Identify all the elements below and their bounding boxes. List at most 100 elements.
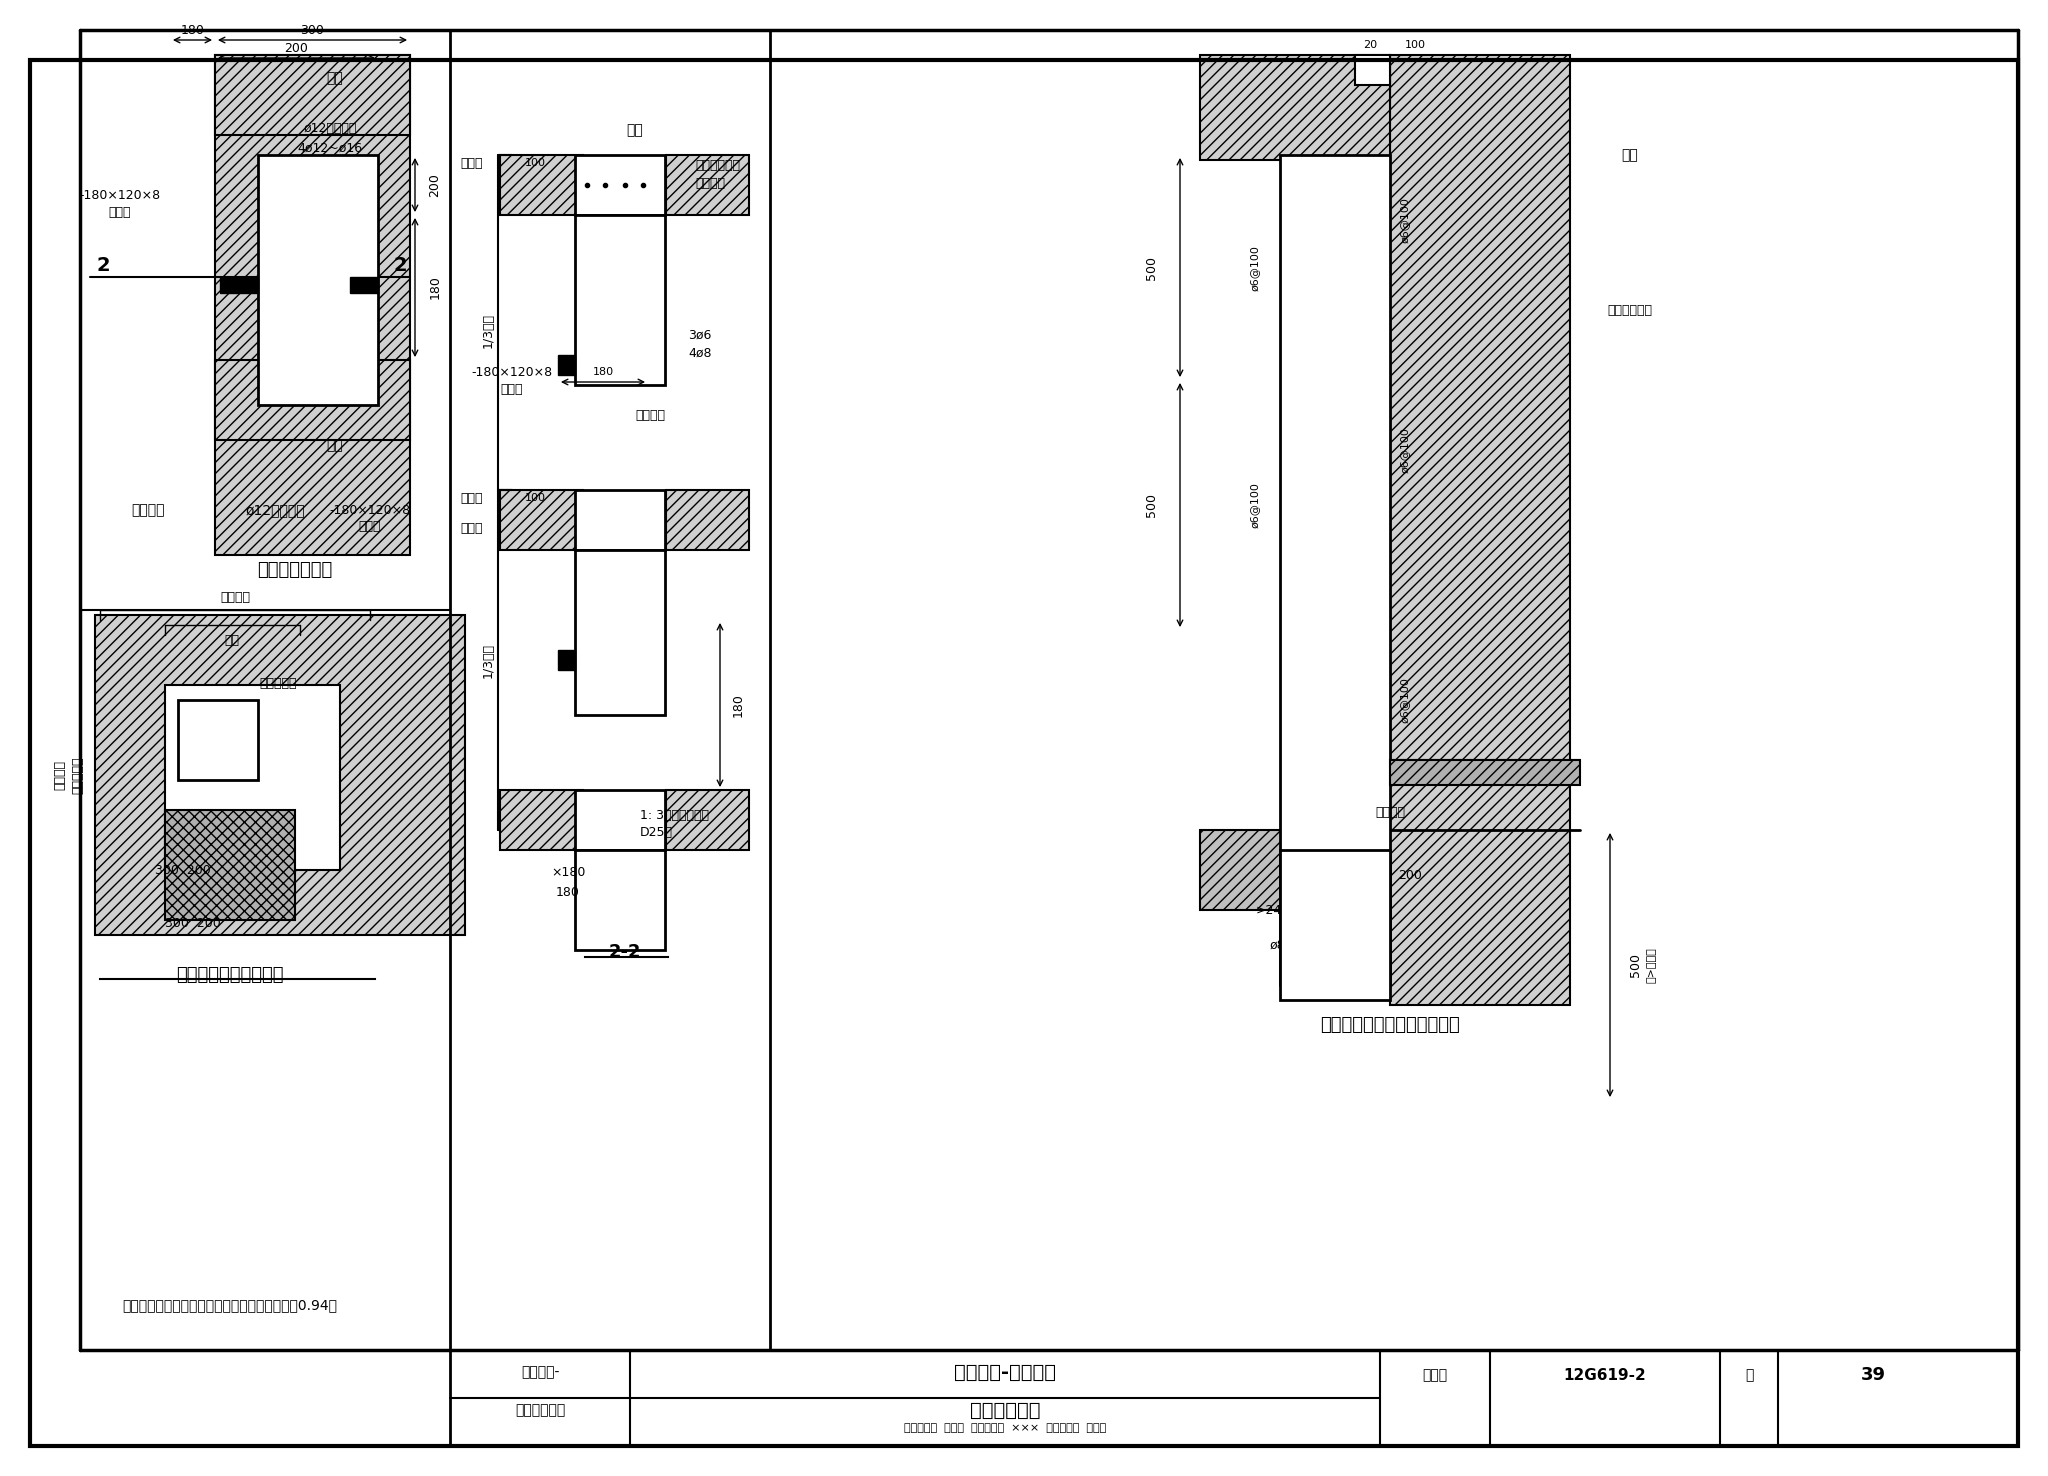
Bar [219, 277, 258, 294]
Bar [166, 810, 295, 920]
Text: 外加圈梁-混凝土柱: 外加圈梁-混凝土柱 [954, 1362, 1057, 1382]
Text: 1/3层高: 1/3层高 [481, 313, 494, 347]
Text: 梁板底: 梁板底 [461, 156, 483, 170]
Text: 纵筋搭接位置: 纵筋搭接位置 [1608, 304, 1653, 316]
Text: 钢垫板: 钢垫板 [109, 205, 131, 218]
Text: 100: 100 [524, 493, 545, 503]
Text: D25孔: D25孔 [641, 825, 674, 838]
Text: 页: 页 [1745, 1368, 1753, 1382]
Text: 180: 180 [557, 886, 580, 899]
Text: -180×120×8: -180×120×8 [471, 366, 553, 378]
Text: ø6@100: ø6@100 [1401, 677, 1409, 723]
Text: 圈梁: 圈梁 [1622, 148, 1638, 162]
Bar [451, 1351, 2017, 1446]
Bar [666, 790, 750, 850]
Text: 阴角外加柱基础平面图: 阴角外加柱基础平面图 [176, 965, 285, 984]
Bar [178, 700, 258, 779]
Bar [557, 356, 575, 375]
Text: 此根取消: 此根取消 [694, 177, 725, 189]
Text: 图集号: 图集号 [1423, 1368, 1448, 1382]
Text: 原基础宽: 原基础宽 [53, 760, 66, 790]
Text: 室外地坪: 室外地坪 [1374, 806, 1405, 819]
Bar [557, 649, 575, 670]
Text: 原基础宽: 原基础宽 [219, 590, 250, 604]
Text: 钢垫板: 钢垫板 [358, 520, 381, 533]
Text: 有贯通拉杆时: 有贯通拉杆时 [694, 158, 739, 171]
Text: 混凝土柱加固: 混凝土柱加固 [514, 1404, 565, 1417]
Text: 100: 100 [524, 158, 545, 168]
Text: 墙厚及柱宽: 墙厚及柱宽 [72, 756, 84, 794]
Text: 楼板底: 楼板底 [461, 492, 483, 505]
Text: 500: 500 [1628, 953, 1642, 977]
Text: 3ø6: 3ø6 [688, 329, 713, 341]
Text: -180×120×8: -180×120×8 [80, 189, 160, 202]
Text: 墙厚: 墙厚 [225, 633, 240, 646]
Text: ø6@100: ø6@100 [1360, 937, 1370, 983]
Bar [215, 55, 410, 134]
Bar [215, 55, 410, 555]
Bar [166, 685, 340, 869]
Text: 圈梁: 圈梁 [627, 123, 643, 137]
Text: 楼板面: 楼板面 [461, 521, 483, 534]
Text: 2: 2 [393, 255, 408, 275]
Text: 圈梁: 圈梁 [326, 438, 344, 452]
Text: ø6@100: ø6@100 [1401, 427, 1409, 472]
Text: 外加圈梁-: 外加圈梁- [520, 1365, 559, 1379]
Bar [575, 551, 666, 714]
Bar [1280, 850, 1391, 1001]
Text: ø8@200: ø8@200 [1270, 939, 1321, 952]
Text: 钢垫板: 钢垫板 [502, 382, 522, 396]
Bar [500, 155, 584, 215]
Text: 100: 100 [1405, 40, 1425, 50]
Text: 6ø8: 6ø8 [1309, 868, 1331, 881]
Text: ø6@100: ø6@100 [1249, 245, 1260, 291]
Text: 混凝土键: 混凝土键 [635, 409, 666, 422]
Text: 180: 180 [428, 276, 442, 300]
Text: 180: 180 [180, 24, 205, 37]
Text: 12G619-2: 12G619-2 [1563, 1367, 1647, 1383]
Bar [1280, 155, 1391, 984]
Text: ø12拉结钢箍: ø12拉结钢箍 [303, 121, 356, 134]
Text: 外加柱底部做法及箍筋加密图: 外加柱底部做法及箍筋加密图 [1321, 1015, 1460, 1035]
Text: 4ø12~ø16: 4ø12~ø16 [297, 142, 362, 155]
Text: 180: 180 [731, 694, 745, 717]
Text: 混凝土键: 混凝土键 [131, 503, 164, 517]
Bar [350, 277, 379, 294]
Text: 200: 200 [428, 173, 442, 196]
Text: 2: 2 [96, 255, 111, 275]
Text: ø12拉结钢筋: ø12拉结钢筋 [246, 503, 305, 517]
Bar [1391, 55, 1571, 1005]
Text: 室内地坪: 室内地坪 [1544, 763, 1575, 776]
Text: 2-2: 2-2 [608, 943, 641, 961]
Text: 39: 39 [1860, 1365, 1886, 1384]
Bar [500, 490, 584, 551]
Text: >240: >240 [1255, 903, 1290, 917]
Text: 桩连柱基础: 桩连柱基础 [260, 676, 297, 689]
Text: 注：外加柱基础回填土需要夯实，密实度不小于0.94。: 注：外加柱基础回填土需要夯实，密实度不小于0.94。 [123, 1297, 338, 1312]
Text: 200: 200 [1399, 868, 1421, 881]
Text: 500: 500 [1145, 255, 1159, 279]
Bar [575, 850, 666, 951]
Text: ø6@100: ø6@100 [1360, 862, 1370, 908]
Text: 审核胡孔国  明如何  校对汪训流  ×××  设计刘玲利  刘约利: 审核胡孔国 明如何 校对汪训流 ××× 设计刘玲利 刘约利 [903, 1423, 1106, 1433]
Bar [575, 490, 666, 551]
Text: 180: 180 [592, 368, 614, 376]
Text: 加固节点详图: 加固节点详图 [971, 1401, 1040, 1420]
Text: 1/3层高: 1/3层高 [481, 642, 494, 677]
Text: 300: 300 [301, 24, 324, 37]
Text: 500: 500 [1145, 493, 1159, 517]
Text: -180×120×8: -180×120×8 [330, 503, 410, 517]
Bar [575, 790, 666, 850]
Bar [215, 360, 410, 440]
Text: 且>某柱宽: 且>某柱宽 [1647, 948, 1657, 983]
Bar [94, 615, 465, 934]
Text: ø6@100: ø6@100 [1249, 483, 1260, 528]
Text: 4ø8: 4ø8 [688, 347, 713, 360]
Text: ×180: ×180 [551, 865, 586, 878]
Text: 300  200: 300 200 [166, 917, 221, 930]
Text: ø6@100~200: ø6@100~200 [287, 161, 373, 174]
Bar [500, 790, 584, 850]
Bar [575, 215, 666, 385]
Text: 外墙阴角外加柱: 外墙阴角外加柱 [258, 561, 332, 579]
Text: ø6@100: ø6@100 [1401, 198, 1409, 244]
